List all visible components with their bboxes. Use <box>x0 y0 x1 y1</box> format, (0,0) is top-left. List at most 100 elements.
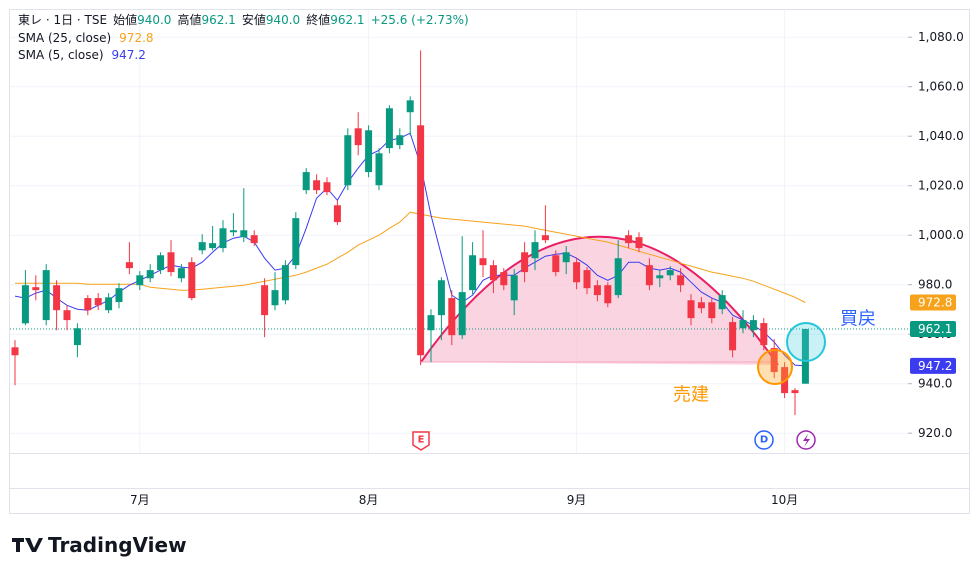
candle-body <box>157 255 165 271</box>
legend-name: SMA (5, close) <box>18 48 104 62</box>
candle-body <box>625 235 633 244</box>
candle-body <box>385 108 393 149</box>
legend-value: 972.8 <box>119 31 153 45</box>
candle-body <box>32 287 40 291</box>
candle-body <box>167 252 175 273</box>
candle-body <box>396 135 404 146</box>
candle-body <box>489 265 497 281</box>
candle-body <box>479 258 487 266</box>
candle-body <box>84 298 92 311</box>
candle-body <box>21 285 29 324</box>
sma-line <box>15 211 806 303</box>
candle-body <box>437 280 445 316</box>
annotation-buy: 買戻 <box>840 309 876 330</box>
dividend-marker <box>754 430 774 450</box>
brand-logo <box>12 538 43 552</box>
y-tick-label: 940.0 <box>918 377 952 391</box>
pattern-arc <box>420 235 779 366</box>
candle-body <box>521 252 529 273</box>
candle-body <box>604 285 612 304</box>
close-value: 962.1 <box>330 13 364 27</box>
y-tick-label: 1,080.0 <box>918 30 964 44</box>
candle-body <box>510 275 518 301</box>
candle-body <box>791 390 799 394</box>
candle-body <box>354 128 362 146</box>
earnings-marker <box>412 431 430 451</box>
candle-body <box>281 265 289 301</box>
candle-body <box>125 262 133 269</box>
earnings-letter: E <box>418 435 425 446</box>
candle-body <box>94 298 102 306</box>
legend-value: 947.2 <box>112 48 146 62</box>
candle-body <box>271 290 279 306</box>
change: +25.6 (+2.73%) <box>371 13 469 27</box>
x-tick-label: 9月 <box>567 493 587 507</box>
candle-body <box>770 348 778 373</box>
candle-body <box>63 310 71 321</box>
price-tag-bg <box>910 321 956 338</box>
high-label: 高値 <box>177 12 201 27</box>
candle-body <box>677 275 685 286</box>
y-tick-label: 1,040.0 <box>918 129 964 143</box>
candle-body <box>240 230 248 238</box>
candle-body <box>417 125 425 356</box>
candle-body <box>801 329 809 384</box>
sell-circle <box>757 349 793 385</box>
candle-body <box>198 242 206 251</box>
sma25-tag-bg <box>910 294 956 311</box>
candle-body <box>313 180 321 191</box>
sma5-tag-bg <box>910 357 956 374</box>
price-tag: 962.1 <box>918 322 952 336</box>
candle-body <box>261 285 269 316</box>
dividend-letter: D <box>760 435 768 446</box>
candle-body <box>729 322 737 351</box>
candle-body <box>42 270 50 321</box>
candle-body <box>333 205 341 223</box>
grid <box>10 10 912 453</box>
legend-sma25: SMA (25, close) 972.8 <box>18 31 154 45</box>
candle-body <box>188 262 196 299</box>
y-tick-label: 980.0 <box>918 278 952 292</box>
candle-body <box>687 300 695 319</box>
candle-body <box>562 252 570 263</box>
candle-body <box>458 292 466 336</box>
candle-body <box>593 285 601 296</box>
open-value: 940.0 <box>137 13 171 27</box>
candle-body <box>115 288 123 303</box>
candle-body <box>552 255 560 273</box>
annotation-sell: 売建 <box>673 385 709 406</box>
low-value: 940.0 <box>266 13 300 27</box>
candle-body <box>365 130 373 173</box>
candle-body <box>500 272 508 286</box>
candle-body <box>323 182 331 193</box>
x-tick-label: 7月 <box>130 493 150 507</box>
buy-circle <box>786 322 826 362</box>
high-value: 962.1 <box>201 13 235 27</box>
candle-body <box>583 270 591 289</box>
candle-body <box>344 135 352 186</box>
frame <box>9 9 970 514</box>
candle-body <box>406 100 414 113</box>
candle-body <box>219 228 227 249</box>
open-label: 始値 <box>113 12 137 27</box>
y-tick-label: 1,000.0 <box>918 228 964 242</box>
candle-body <box>645 265 653 286</box>
candle-body <box>427 315 435 331</box>
candle-body <box>541 235 549 241</box>
candle-body <box>73 328 81 346</box>
sma5-tag: 947.2 <box>918 359 952 373</box>
candle-body <box>448 298 456 336</box>
candle-body <box>302 172 310 191</box>
candle-body <box>656 275 664 279</box>
close-label: 終値 <box>306 12 330 27</box>
candle-body <box>469 255 477 291</box>
split-icon <box>803 434 810 447</box>
legend-sma5: SMA (5, close) 947.2 <box>18 48 146 62</box>
candle-body <box>229 230 237 233</box>
candle-body <box>697 302 705 309</box>
candle-body <box>614 258 622 296</box>
candle-body <box>666 270 674 276</box>
candle-body <box>105 297 113 311</box>
